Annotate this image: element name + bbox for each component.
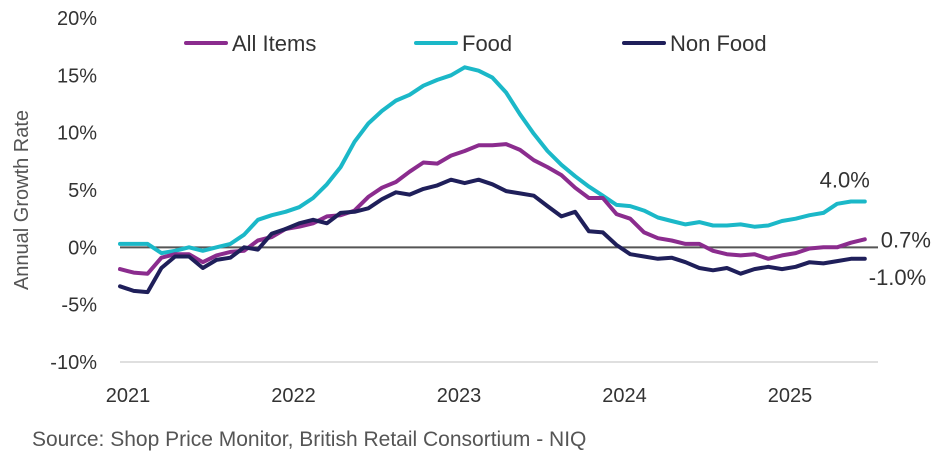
legend-label: Non Food	[670, 31, 767, 56]
x-tick-label: 2022	[271, 385, 316, 407]
x-axis: 2021 2022 2023 2024 2025	[106, 246, 878, 407]
end-label: -1.0%	[869, 265, 926, 290]
series-line-non-food	[118, 177, 867, 295]
y-tick-label: 10%	[57, 123, 97, 145]
x-tick-label: 2021	[106, 385, 151, 407]
end-labels: 0.7% 4.0% -1.0%	[820, 167, 931, 289]
y-tick-label: 0%	[68, 237, 97, 259]
y-axis: -10% -5% 0% 5% 10% 15% 20%	[50, 8, 97, 374]
end-label: 4.0%	[820, 167, 870, 192]
end-label: 0.7%	[881, 227, 931, 252]
y-axis-label: Annual Growth Rate	[11, 110, 33, 290]
y-tick-label: -10%	[50, 352, 97, 374]
legend: All Items Food Non Food	[184, 31, 767, 56]
y-tick-label: 5%	[68, 180, 97, 202]
source-note: Source: Shop Price Monitor, British Reta…	[32, 428, 587, 451]
x-tick-label: 2024	[602, 385, 647, 407]
y-tick-label: -5%	[61, 295, 97, 317]
series-group	[118, 65, 867, 295]
series-line-food	[118, 65, 867, 256]
legend-label: Food	[462, 31, 512, 56]
y-tick-label: 15%	[57, 65, 97, 87]
series-line-all-items	[118, 142, 867, 276]
y-tick-label: 20%	[57, 8, 97, 30]
x-tick-label: 2023	[437, 385, 482, 407]
x-tick-label: 2025	[768, 385, 813, 407]
legend-label: All Items	[232, 31, 316, 56]
